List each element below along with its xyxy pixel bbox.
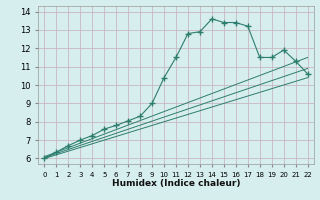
X-axis label: Humidex (Indice chaleur): Humidex (Indice chaleur)	[112, 179, 240, 188]
